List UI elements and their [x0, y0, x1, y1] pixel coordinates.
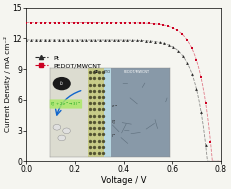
Point — [172, 46, 175, 49]
Point — [199, 110, 203, 113]
Point — [61, 38, 65, 41]
Point — [24, 38, 28, 41]
Point — [130, 39, 134, 42]
Point — [48, 21, 52, 24]
Point — [29, 38, 33, 41]
Point — [89, 38, 93, 41]
X-axis label: Voltage / V: Voltage / V — [101, 176, 146, 185]
Point — [176, 49, 180, 52]
Point — [103, 38, 106, 41]
Point — [126, 39, 129, 42]
Point — [112, 39, 116, 42]
Point — [128, 21, 132, 24]
Point — [98, 38, 102, 41]
Y-axis label: Current Density / mA cm⁻²: Current Density / mA cm⁻² — [4, 36, 11, 132]
Point — [144, 39, 148, 42]
Legend: Pt, PEDOT/MWCNT: Pt, PEDOT/MWCNT — [33, 54, 103, 69]
Point — [109, 21, 113, 24]
Point — [162, 42, 166, 45]
Point — [190, 72, 194, 75]
Point — [195, 88, 198, 91]
Point — [62, 21, 66, 24]
Point — [167, 43, 171, 46]
Point — [185, 38, 189, 41]
Point — [107, 38, 111, 41]
Point — [81, 21, 85, 24]
Point — [58, 21, 61, 24]
Point — [24, 21, 28, 24]
Point — [143, 22, 146, 25]
Point — [185, 61, 189, 64]
Point — [114, 21, 118, 24]
Point — [152, 22, 156, 25]
Point — [52, 38, 56, 41]
Point — [72, 21, 75, 24]
Point — [176, 29, 179, 32]
Point — [86, 21, 90, 24]
Point — [204, 102, 208, 105]
Point — [209, 140, 212, 143]
Point — [38, 38, 42, 41]
Point — [138, 21, 142, 24]
Point — [133, 21, 137, 24]
Point — [124, 21, 127, 24]
Point — [149, 40, 152, 43]
Point — [29, 21, 33, 24]
Point — [153, 40, 157, 43]
Point — [66, 38, 70, 41]
Point — [171, 26, 175, 29]
Point — [80, 38, 83, 41]
Point — [121, 39, 125, 42]
Point — [140, 39, 143, 42]
Point — [199, 76, 203, 79]
Point — [204, 143, 207, 146]
Point — [147, 22, 151, 25]
Point — [190, 46, 193, 49]
Point — [116, 39, 120, 42]
Point — [48, 38, 51, 41]
Point — [39, 21, 42, 24]
Point — [34, 21, 38, 24]
Point — [75, 38, 79, 41]
Point — [195, 58, 198, 61]
Point — [119, 21, 123, 24]
Point — [181, 54, 185, 57]
Point — [161, 23, 165, 26]
Point — [57, 38, 60, 41]
Point — [34, 38, 37, 41]
Point — [100, 21, 104, 24]
Point — [180, 33, 184, 36]
Point — [158, 41, 161, 44]
Point — [43, 21, 47, 24]
Point — [43, 38, 47, 41]
Point — [95, 21, 99, 24]
Point — [70, 38, 74, 41]
Point — [76, 21, 80, 24]
Point — [84, 38, 88, 41]
Point — [105, 21, 108, 24]
Point — [157, 23, 160, 26]
Point — [135, 39, 139, 42]
Point — [67, 21, 71, 24]
Point — [166, 25, 170, 28]
Point — [53, 21, 57, 24]
Point — [94, 38, 97, 41]
Point — [91, 21, 94, 24]
